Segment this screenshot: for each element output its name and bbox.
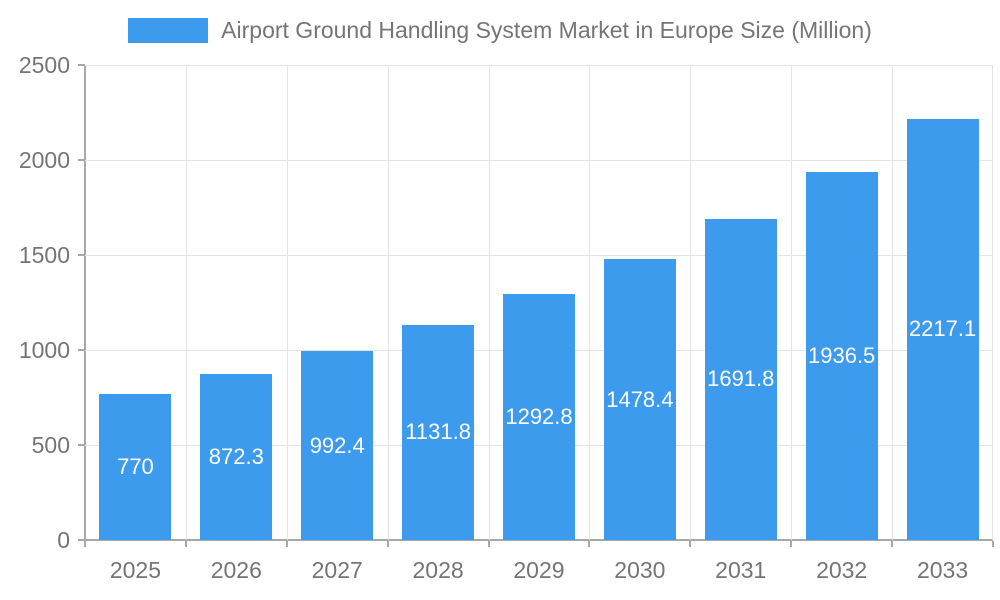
y-tick-0: [78, 539, 85, 541]
h-gridline-2000: [85, 159, 993, 161]
x-tick-8: [891, 541, 894, 547]
y-tick-1500: [78, 254, 85, 256]
v-gridline-4: [488, 65, 490, 540]
legend-swatch: [128, 17, 209, 43]
bar-2025[interactable]: 770: [99, 393, 172, 540]
x-axis-label-2028: 2028: [412, 557, 464, 583]
bar-value-2032: 1936.5: [808, 343, 876, 369]
bar-value-2033: 2217.1: [908, 316, 977, 342]
x-axis-label-2029: 2029: [513, 557, 565, 583]
v-gridline-8: [892, 65, 894, 540]
x-tick-5: [588, 541, 591, 547]
bar-value-2030: 1478.4: [606, 386, 674, 412]
x-axis-label-2030: 2030: [614, 557, 666, 583]
bar-value-2025: 770: [117, 453, 154, 479]
chart-legend[interactable]: Airport Ground Handling System Market in…: [0, 15, 1000, 45]
x-tick-6: [689, 541, 692, 547]
x-tick-4: [487, 541, 490, 547]
v-gridline-6: [690, 65, 692, 540]
y-tick-500: [78, 444, 85, 446]
bar-value-2026: 872.3: [208, 444, 264, 470]
x-axis-label-2025: 2025: [109, 557, 162, 583]
y-axis-label-2500: 2500: [18, 52, 70, 78]
x-tick-7: [790, 541, 793, 547]
bar-value-2031: 1691.8: [707, 366, 775, 392]
bar-2029[interactable]: 1292.8: [503, 294, 575, 540]
x-axis-label-2027: 2027: [311, 557, 363, 583]
bar-2030[interactable]: 1478.4: [603, 259, 676, 540]
x-tick-0: [84, 541, 86, 547]
y-axis-label-1000: 1000: [18, 337, 70, 363]
v-gridline-7: [791, 65, 793, 540]
x-axis-label-2026: 2026: [210, 557, 262, 583]
h-gridline-1500: [85, 254, 993, 256]
y-tick-2500: [78, 64, 85, 66]
x-axis-label-2032: 2032: [816, 557, 868, 583]
y-axis-label-0: 0: [57, 527, 70, 553]
legend-label: Airport Ground Handling System Market in…: [221, 16, 872, 43]
y-tick-1000: [78, 349, 85, 351]
plot-area: 770 872.3 992.4 1131.8 1292.8 1478.4 1691.8 193…: [85, 64, 993, 540]
v-gridline-1: [185, 65, 187, 540]
x-axis-label-2031: 2031: [715, 557, 767, 583]
bar-2027[interactable]: 992.4: [301, 351, 374, 540]
x-axis-label-2033: 2033: [916, 557, 969, 583]
h-gridline-2500: [85, 64, 993, 66]
x-axis-line: [85, 539, 993, 541]
x-tick-1: [184, 541, 187, 547]
bar-value-2027: 992.4: [309, 432, 365, 458]
bar-2033[interactable]: 2217.1: [906, 118, 979, 540]
y-axis-line: [84, 65, 86, 546]
bar-2031[interactable]: 1691.8: [704, 218, 777, 540]
bar-value-2029: 1292.8: [505, 404, 573, 430]
bar-2032[interactable]: 1936.5: [805, 172, 878, 540]
bar-value-2028: 1131.8: [405, 419, 471, 445]
v-gridline-5: [589, 65, 591, 540]
v-gridline-9: [992, 65, 993, 540]
x-tick-2: [285, 541, 288, 547]
y-axis-label-500: 500: [31, 432, 70, 458]
v-gridline-3: [387, 65, 389, 540]
y-tick-2000: [78, 159, 85, 161]
x-tick-9: [992, 541, 994, 547]
y-axis-label-2000: 2000: [18, 147, 70, 173]
y-axis-label-1500: 1500: [18, 242, 70, 268]
x-tick-3: [386, 541, 389, 547]
bar-2028[interactable]: 1131.8: [402, 324, 475, 540]
bar-2026[interactable]: 872.3: [200, 374, 273, 540]
v-gridline-2: [286, 65, 288, 540]
